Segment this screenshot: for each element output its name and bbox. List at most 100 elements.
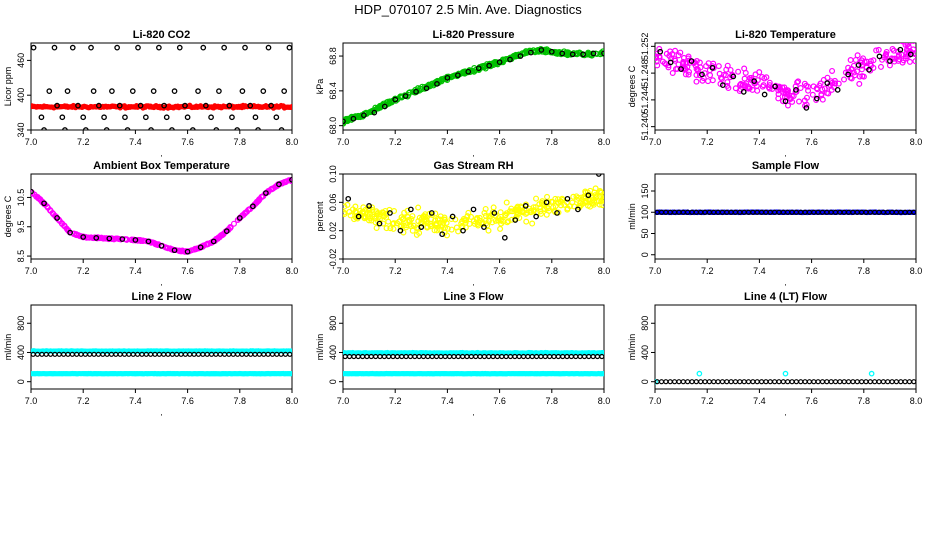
data-point xyxy=(554,210,560,216)
data-point xyxy=(497,225,504,232)
x-tick-label: 7.8 xyxy=(858,396,871,406)
data-point xyxy=(895,51,902,58)
plot-frame xyxy=(654,173,917,260)
y-tick-label: 0.02 xyxy=(328,222,338,240)
plot-frame xyxy=(30,304,293,390)
data-point xyxy=(482,205,489,212)
x-tick-label: 7.0 xyxy=(649,137,662,147)
series-average xyxy=(345,174,602,241)
data-point xyxy=(880,379,886,385)
panel-title: Line 3 Flow xyxy=(444,291,504,303)
data-point xyxy=(894,37,899,42)
x-tick-label: 7.6 xyxy=(181,266,194,276)
data-point xyxy=(543,199,550,206)
data-point xyxy=(420,218,427,225)
y-tick-label: 51.240 xyxy=(640,113,650,141)
data-point xyxy=(715,63,722,70)
data-point xyxy=(667,48,674,55)
data-point xyxy=(899,43,905,45)
y-tick-label: 400 xyxy=(16,88,26,103)
data-point xyxy=(242,44,248,51)
data-point xyxy=(856,80,863,87)
data-point xyxy=(856,73,863,80)
x-tick-label: 7.2 xyxy=(389,137,402,147)
x-tick-label: 7.0 xyxy=(649,266,662,276)
data-point xyxy=(860,73,867,80)
data-point xyxy=(444,225,451,232)
data-point xyxy=(361,112,367,119)
x-axis-label: , xyxy=(160,408,162,417)
data-point xyxy=(506,208,513,215)
data-point xyxy=(523,218,530,225)
data-point xyxy=(590,50,597,57)
data-point xyxy=(758,379,765,385)
data-point xyxy=(289,370,292,377)
data-point xyxy=(287,351,292,357)
y-axis-label: ml/min xyxy=(315,334,325,361)
x-tick-label: 7.0 xyxy=(25,396,38,406)
data-point xyxy=(821,85,828,92)
x-tick-label: 7.2 xyxy=(701,396,714,406)
data-point xyxy=(88,44,94,51)
data-point xyxy=(462,68,469,75)
data-point xyxy=(263,190,269,196)
data-point xyxy=(859,379,865,385)
x-tick-label: 7.2 xyxy=(389,396,402,406)
data-point xyxy=(413,88,419,95)
data-point xyxy=(59,114,66,121)
x-tick-label: 7.2 xyxy=(701,137,714,147)
x-tick-label: 7.8 xyxy=(858,266,871,276)
data-layer xyxy=(31,44,292,130)
data-point xyxy=(96,102,102,109)
data-point xyxy=(135,44,141,51)
data-point xyxy=(286,44,292,51)
data-point xyxy=(441,217,448,224)
data-layer xyxy=(655,370,916,385)
data-point xyxy=(374,211,381,218)
panel-1: Li-820 CO2 7.0 7.2 7.4 7.6 7.8 8.0, 340 400 460Li… xyxy=(3,29,298,158)
data-point xyxy=(667,59,674,66)
data-point xyxy=(538,47,545,53)
data-point xyxy=(119,236,126,242)
data-point xyxy=(62,127,68,130)
y-tick-label: 400 xyxy=(328,345,338,360)
data-point xyxy=(465,209,472,216)
data-point xyxy=(875,46,882,53)
data-point xyxy=(870,57,877,64)
data-point xyxy=(205,240,212,247)
x-tick-label: 7.4 xyxy=(441,396,454,406)
x-tick-label: 7.8 xyxy=(858,137,871,147)
x-tick-label: 7.0 xyxy=(337,396,350,406)
data-point xyxy=(47,207,54,214)
data-point xyxy=(742,82,749,89)
x-axis-label: , xyxy=(472,408,474,417)
data-point xyxy=(725,85,732,92)
data-point xyxy=(161,102,167,109)
data-point xyxy=(819,379,826,385)
y-tick-label: 10.5 xyxy=(16,189,26,207)
panel-title: Li-820 Temperature xyxy=(735,29,836,41)
data-point xyxy=(345,195,352,202)
x-axis-label: , xyxy=(160,149,162,158)
data-point xyxy=(366,214,373,221)
data-point xyxy=(282,179,289,186)
data-point xyxy=(247,102,254,109)
x-tick-label: 8.0 xyxy=(286,396,299,406)
data-point xyxy=(693,379,699,385)
data-point xyxy=(668,55,675,62)
x-tick-label: 8.0 xyxy=(286,266,299,276)
data-point xyxy=(797,85,804,92)
data-point xyxy=(405,217,412,224)
data-point xyxy=(592,195,599,202)
data-point xyxy=(387,210,393,216)
data-point xyxy=(775,91,782,98)
data-point xyxy=(599,202,604,209)
data-point xyxy=(355,213,362,220)
data-point xyxy=(495,217,502,224)
data-point xyxy=(529,220,536,227)
y-axis-label: ml/min xyxy=(3,334,13,361)
data-point xyxy=(656,54,663,61)
x-tick-label: 7.4 xyxy=(129,266,142,276)
data-point xyxy=(491,210,498,216)
data-point xyxy=(803,101,810,108)
